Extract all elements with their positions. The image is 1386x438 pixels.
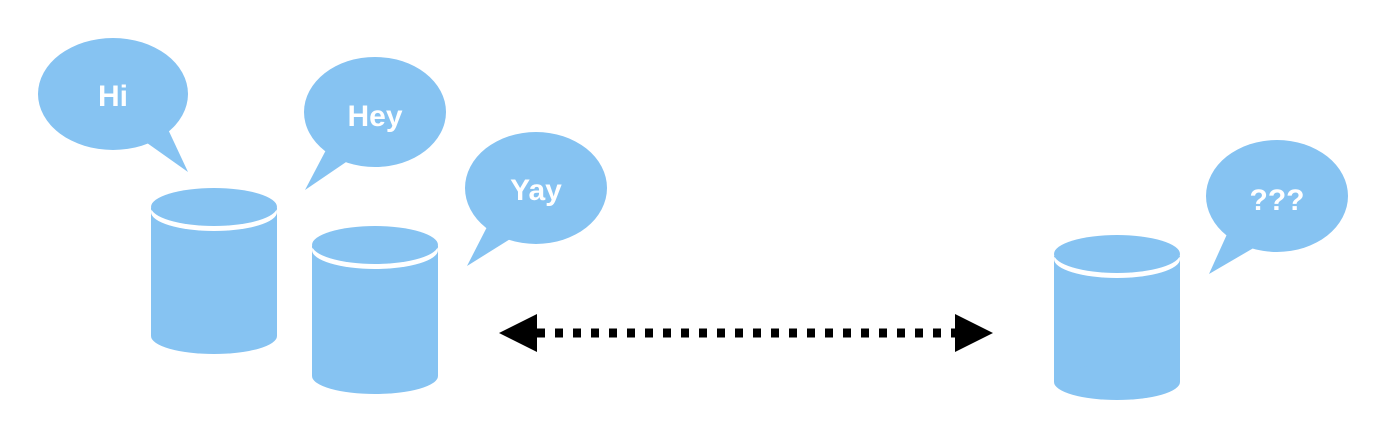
bubble-hi-text: Hi (98, 80, 128, 113)
speech-bubble-unknown: ??? (1206, 140, 1348, 274)
bubble-hey-text: Hey (347, 100, 402, 133)
database-icon (151, 188, 277, 354)
speech-bubble-yay: Yay (465, 132, 607, 266)
bubble-yay-text: Yay (510, 174, 562, 207)
bubble-unknown-text: ??? (1250, 184, 1305, 217)
arrow-head-left-icon (499, 314, 537, 352)
database-icon (1054, 235, 1180, 400)
bidirectional-dotted-arrow (499, 314, 993, 352)
speech-bubble-hi: Hi (38, 38, 188, 172)
arrow-head-right-icon (955, 314, 993, 352)
speech-bubble-hey: Hey (304, 57, 446, 190)
database-icon (312, 226, 438, 394)
